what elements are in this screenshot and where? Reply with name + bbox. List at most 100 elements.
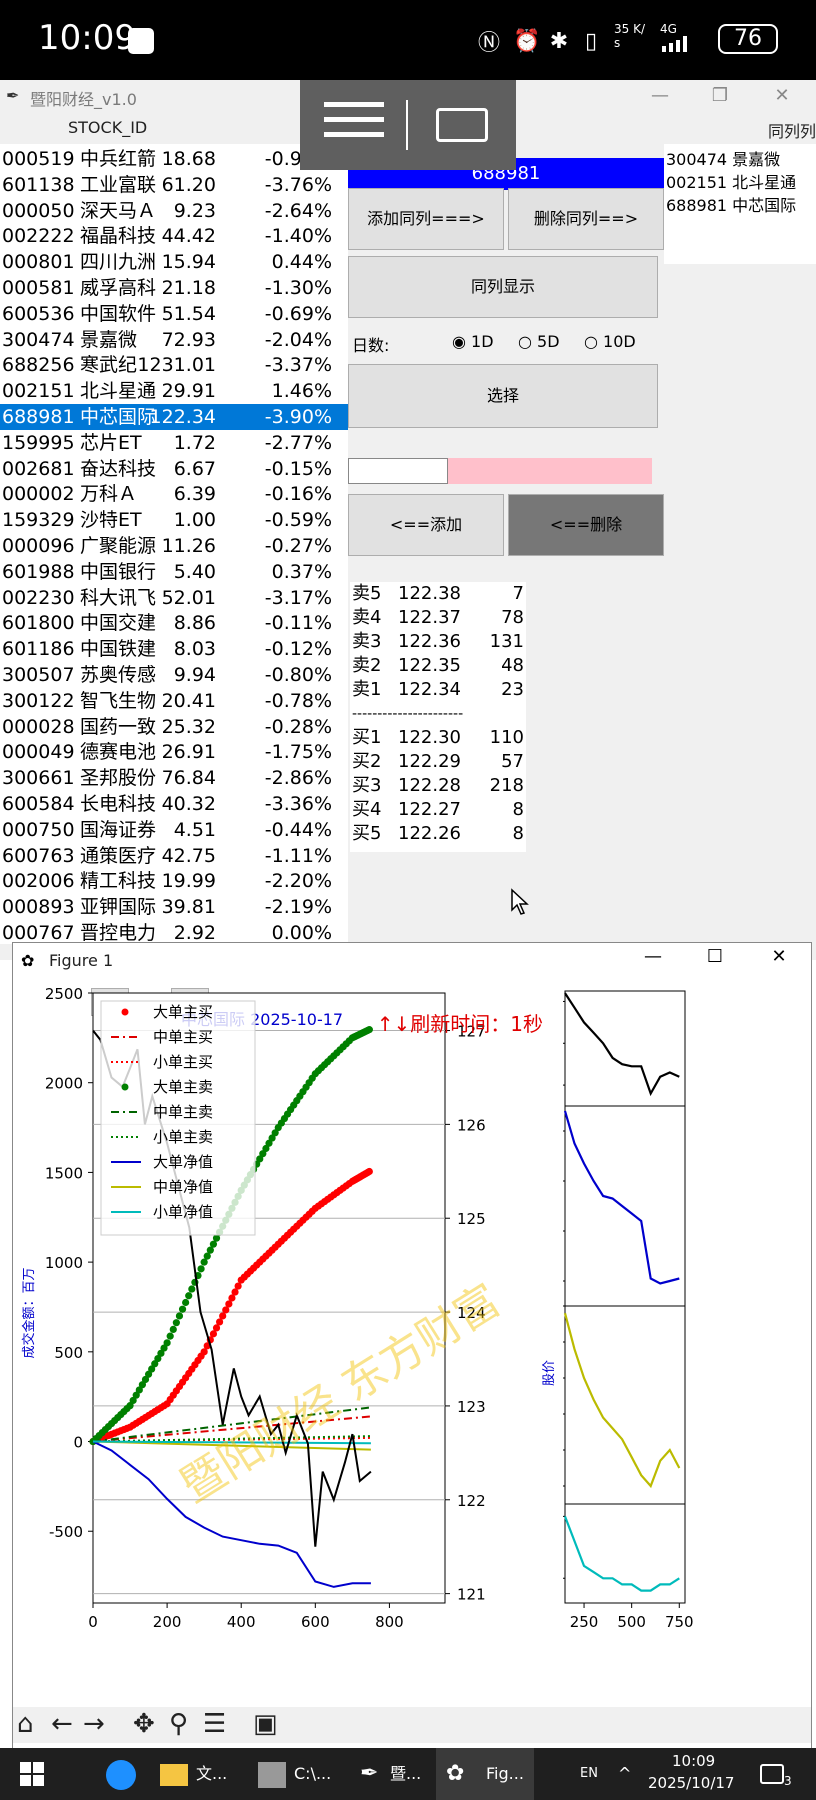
zoom-icon[interactable]: ⚲ — [169, 1709, 189, 1739]
radio-1d[interactable]: ◉ 1D — [452, 332, 494, 351]
stock-price: 44.42 — [161, 225, 216, 248]
show-list-button[interactable]: 同列显示 — [348, 256, 658, 318]
restore-button[interactable]: ❐ — [711, 85, 729, 106]
taskbar-app-icon[interactable]: ✒ — [360, 1761, 379, 1786]
stock-code: 000750 — [2, 818, 75, 841]
save-icon[interactable]: ▣ — [253, 1709, 278, 1739]
code-input[interactable] — [348, 458, 448, 484]
stock-row[interactable]: 000750 国海证券 4.51 -0.44% — [0, 817, 348, 843]
y-tick-label: 1500 — [45, 1164, 83, 1182]
stock-row[interactable]: 300474 景嘉微 72.93 -2.04% — [0, 327, 348, 353]
close-button[interactable]: ✕ — [774, 85, 790, 106]
forward-icon[interactable]: → — [83, 1709, 105, 1739]
stock-row[interactable]: 002681 奋达科技 6.67 -0.15% — [0, 456, 348, 482]
keyboard-icon[interactable] — [436, 108, 488, 142]
configure-icon[interactable]: ☰ — [203, 1709, 227, 1739]
stock-row[interactable]: 000002 万科Ａ 6.39 -0.16% — [0, 481, 348, 507]
stock-row[interactable]: 159995 芯片ET 1.72 -2.77% — [0, 430, 348, 456]
stock-row[interactable]: 688256 寒武纪 1231.01 -3.37% — [0, 352, 348, 378]
taskbar-date[interactable]: 2025/10/17 — [648, 1774, 735, 1792]
choose-button[interactable]: 选择 — [348, 364, 658, 428]
same-list-item[interactable]: 002151 北斗星通 — [666, 171, 796, 194]
remove-from-list-button[interactable]: 删除同列==> — [508, 188, 664, 250]
pan-icon[interactable]: ✥ — [133, 1709, 155, 1739]
stock-name: 北斗星通 — [80, 380, 157, 403]
taskbar-active-figure[interactable] — [436, 1748, 534, 1800]
stock-row[interactable]: 000767 晋控电力 2.92 0.00% — [0, 920, 348, 944]
y-tick-label: 2000 — [45, 1075, 83, 1093]
stock-row[interactable]: 002151 北斗星通 29.91 1.46% — [0, 378, 348, 404]
level-price: 122.30 — [398, 727, 461, 748]
stock-row[interactable]: 601138 工业富联 61.20 -3.76% — [0, 172, 348, 198]
stock-row[interactable]: 601988 中国银行 5.40 0.37% — [0, 559, 348, 585]
stock-change: 1.46% — [271, 380, 332, 403]
taskbar-time[interactable]: 10:09 — [672, 1752, 716, 1770]
radio-10d[interactable]: ○ 10D — [584, 332, 636, 351]
stock-change: -1.40% — [264, 225, 332, 248]
language-indicator[interactable]: EN — [580, 1766, 598, 1781]
same-list-item[interactable]: 300474 景嘉微 — [666, 148, 780, 171]
edge-icon[interactable] — [106, 1760, 136, 1790]
refresh-annotation: ↑↓刷新时间：1秒 — [377, 1012, 543, 1036]
stock-row[interactable]: 601800 中国交建 8.86 -0.11% — [0, 610, 348, 636]
figure-task-icon[interactable]: ✿ — [446, 1761, 465, 1786]
level-volume: 131 — [489, 631, 524, 652]
figure-close-button[interactable]: ✕ — [771, 946, 787, 967]
stock-code: 601138 — [2, 173, 75, 196]
same-list[interactable]: 300474 景嘉微 002151 北斗星通 688981 中芯国际 — [664, 144, 816, 264]
stock-price: 25.32 — [161, 715, 216, 738]
back-icon[interactable]: ← — [51, 1709, 73, 1739]
stock-row[interactable]: 002230 科大讯飞 52.01 -3.17% — [0, 585, 348, 611]
taskbar-item-explorer[interactable]: 文... — [196, 1764, 228, 1783]
home-icon[interactable]: ⌂ — [17, 1709, 34, 1739]
add-back-button[interactable]: <==添加 — [348, 494, 504, 556]
stock-row[interactable]: 300122 智飞生物 20.41 -0.78% — [0, 688, 348, 714]
taskbar-item-figure[interactable]: Fig... — [486, 1764, 524, 1783]
stock-row[interactable]: 002222 福晶科技 44.42 -1.40% — [0, 223, 348, 249]
same-list-item[interactable]: 688981 中芯国际 — [666, 194, 796, 217]
taskbar-item-app[interactable]: 暨... — [390, 1764, 422, 1783]
notification-icon[interactable] — [760, 1764, 784, 1784]
stock-price: 72.93 — [161, 328, 216, 351]
stock-row[interactable]: 000519 中兵红箭 18.68 -0.90% — [0, 146, 348, 172]
stock-row[interactable]: 000050 深天马Ａ 9.23 -2.64% — [0, 198, 348, 224]
stock-row[interactable]: 000028 国药一致 25.32 -0.28% — [0, 714, 348, 740]
stock-row[interactable]: 000049 德赛电池 26.91 -1.75% — [0, 739, 348, 765]
stock-row[interactable]: 300507 苏奥传感 9.94 -0.80% — [0, 662, 348, 688]
stock-code: 000801 — [2, 251, 75, 274]
taskbar-item-cmd[interactable]: C:\... — [294, 1764, 332, 1783]
menu-icon[interactable] — [324, 102, 384, 142]
folder-icon[interactable] — [160, 1764, 188, 1786]
level-volume: 110 — [489, 727, 524, 748]
tray-chevron-icon[interactable]: ^ — [618, 1764, 632, 1783]
stock-row[interactable]: 002006 精工科技 19.99 -2.20% — [0, 868, 348, 894]
data-point — [200, 1258, 208, 1266]
y-right-tick-label: 125 — [457, 1210, 486, 1228]
stock-row[interactable]: 000581 威孚高科 21.18 -1.30% — [0, 275, 348, 301]
stock-row[interactable]: 600584 长电科技 40.32 -3.36% — [0, 791, 348, 817]
stock-row[interactable]: 600763 通策医疗 42.75 -1.11% — [0, 843, 348, 869]
figure-minimize-button[interactable]: — — [644, 946, 662, 967]
legend-label: 大单主卖 — [153, 1078, 213, 1096]
minimize-button[interactable]: — — [651, 85, 669, 106]
radio-5d[interactable]: ○ 5D — [518, 332, 560, 351]
stock-row[interactable]: 000893 亚钾国际 39.81 -2.19% — [0, 894, 348, 920]
stock-row[interactable]: 600536 中国软件 51.54 -0.69% — [0, 301, 348, 327]
stock-row[interactable]: 000801 四川九洲 15.94 0.44% — [0, 249, 348, 275]
terminal-icon[interactable] — [258, 1762, 286, 1788]
stock-row[interactable]: 601186 中国铁建 8.03 -0.12% — [0, 636, 348, 662]
stock-row[interactable]: 300661 圣邦股份 76.84 -2.86% — [0, 765, 348, 791]
stock-code: 000028 — [2, 715, 75, 738]
stock-row[interactable]: 688981 中芯国际 122.34 -3.90% — [0, 404, 348, 430]
stock-row[interactable]: 159329 沙特ET 1.00 -0.59% — [0, 507, 348, 533]
delete-back-button[interactable]: <==删除 — [508, 494, 664, 556]
stock-row[interactable]: 000096 广聚能源 11.26 -0.27% — [0, 533, 348, 559]
stock-list[interactable]: 000519 中兵红箭 18.68 -0.90% 601138 工业富联 61.20 -3.7… — [0, 144, 348, 944]
figure-maximize-button[interactable]: ☐ — [706, 946, 724, 967]
start-icon[interactable] — [20, 1762, 44, 1786]
y-right-axis-label: 股价 — [542, 1360, 557, 1386]
x-tick-label: 200 — [153, 1613, 182, 1631]
legend-label: 中单主买 — [153, 1028, 213, 1046]
stock-name: 中国交建 — [80, 612, 157, 635]
add-to-list-button[interactable]: 添加同列===> — [348, 188, 504, 250]
